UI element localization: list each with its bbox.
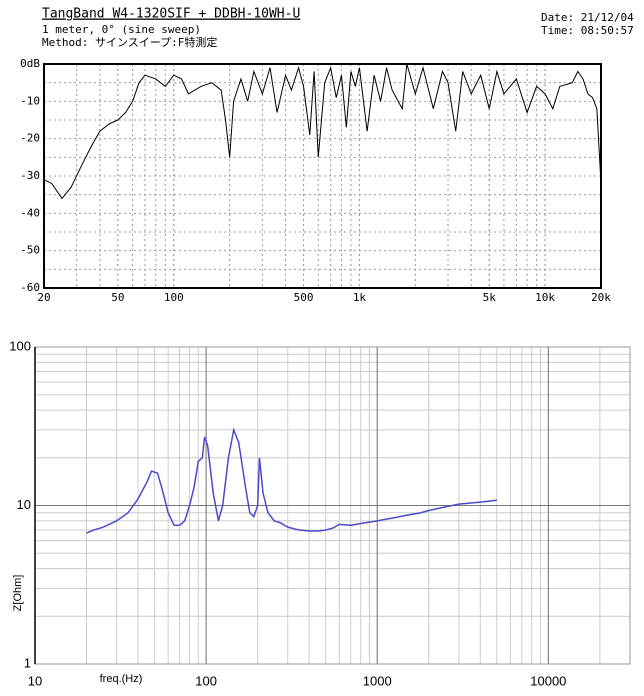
data-line <box>43 63 602 200</box>
x-tick-label: 10000 <box>530 673 566 688</box>
x-tick-label: 500 <box>294 291 314 304</box>
y-tick-label: -10 <box>20 94 40 107</box>
y-tick-label: 10 <box>17 497 31 512</box>
subtitle: 1 meter, 0° (sine sweep) <box>42 23 201 36</box>
y-tick-label: -40 <box>20 206 40 219</box>
title: TangBand W4-1320SIF + DDBH-10WH-U <box>42 7 300 22</box>
x-tick-label: 5k <box>483 291 497 304</box>
y-tick-label: -50 <box>20 244 40 257</box>
x-tick-label: 100 <box>195 673 217 688</box>
y-tick-label: -60 <box>20 281 40 294</box>
x-tick-label: 20k <box>591 291 611 304</box>
y-tick-label: 100 <box>9 338 31 353</box>
x-tick-label: 1k <box>353 291 367 304</box>
x-tick-label: 50 <box>111 291 124 304</box>
subtitle: Method: サインスイープ:F特測定 <box>42 35 217 49</box>
x-tick-label: 20 <box>37 291 50 304</box>
x-tick-label: 100 <box>164 291 184 304</box>
x-tick-label: 10k <box>535 291 555 304</box>
x-tick-label: 1000 <box>363 673 392 688</box>
time: Time: 08:50:57 <box>541 24 634 37</box>
y-tick-label: 0dB <box>20 57 40 70</box>
y-tick-label: 1 <box>24 655 31 670</box>
y-tick-label: -20 <box>20 132 40 145</box>
date: Date: 21/12/04 <box>541 11 634 24</box>
x-axis-label: freq.(Hz) <box>100 673 143 685</box>
y-axis-label: Z[Ohm] <box>12 575 24 612</box>
x-tick-label: 10 <box>28 673 42 688</box>
plot-frame <box>43 63 602 289</box>
y-tick-label: -30 <box>20 169 40 182</box>
data-line <box>86 427 497 534</box>
